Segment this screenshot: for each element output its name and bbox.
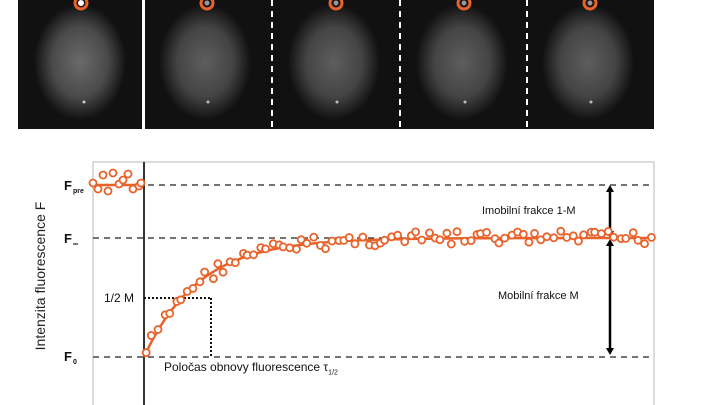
- data-point: [435, 235, 445, 245]
- data-point: [530, 228, 539, 238]
- data-point: [344, 233, 354, 242]
- data-point: [213, 259, 223, 269]
- data-point: [153, 325, 163, 334]
- data-point: [482, 227, 491, 237]
- data-point: [647, 232, 656, 242]
- data-point: [380, 235, 389, 245]
- half-m-label: 1/2 M: [104, 291, 135, 305]
- data-point: [141, 348, 151, 358]
- data-point: [292, 244, 301, 254]
- f-inf-label: F∞: [64, 231, 78, 248]
- bleach-roi-circle: [456, 0, 472, 11]
- data-point: [640, 239, 649, 249]
- data-point: [466, 236, 476, 246]
- data-point: [609, 232, 619, 242]
- data-point: [195, 277, 205, 287]
- data-point: [261, 244, 270, 254]
- data-point: [603, 226, 613, 236]
- data-point: [628, 228, 638, 238]
- data-point: [165, 308, 175, 318]
- data-point: [411, 227, 420, 237]
- y-axis-label: Intenzita fluorescence F: [32, 201, 48, 351]
- half-time-label: Poločas obnovy fluorescence τ1/2: [164, 360, 338, 377]
- mobile-fraction-label: Mobilní frakce M: [498, 290, 579, 302]
- f-zero-label: F0: [64, 349, 77, 366]
- data-point: [285, 243, 295, 253]
- data-point: [574, 236, 583, 246]
- bleach-roi-circle: [582, 0, 598, 11]
- data-point: [524, 237, 534, 247]
- data-point: [218, 267, 228, 277]
- data-point: [556, 226, 566, 236]
- data-point: [425, 228, 434, 238]
- immobile-fraction-label: Imobilní frakce 1-M: [482, 205, 576, 217]
- data-point: [309, 232, 319, 242]
- cell-image-series: [159, 0, 634, 129]
- data-point: [549, 233, 559, 243]
- data-point: [442, 228, 452, 238]
- data-point: [302, 238, 312, 248]
- cell-image: [34, 0, 126, 120]
- data-point: [400, 237, 410, 247]
- bleach-roi-circle: [199, 0, 215, 11]
- data-point: [542, 232, 552, 242]
- data-point: [446, 239, 456, 249]
- data-point: [176, 295, 186, 305]
- data-point: [393, 230, 403, 240]
- bleach-roi-circle: [328, 0, 344, 11]
- microscopy-panel-series: [145, 0, 654, 129]
- bleach-roi-circle: [73, 0, 89, 11]
- data-point: [327, 236, 337, 246]
- data-point: [597, 229, 606, 239]
- data-point: [358, 232, 368, 242]
- data-point: [518, 229, 528, 239]
- data-point: [249, 250, 258, 260]
- data-point: [188, 283, 198, 293]
- data-point: [633, 235, 643, 245]
- data-point: [621, 233, 631, 243]
- data-point: [452, 227, 462, 237]
- data-point: [350, 239, 360, 249]
- f-pre-label: Fpre: [64, 178, 84, 195]
- data-point: [200, 267, 210, 277]
- data-point: [500, 233, 510, 243]
- data-point: [579, 230, 588, 240]
- data-point: [209, 274, 218, 284]
- chart-frame: [92, 161, 655, 405]
- data-point: [417, 235, 427, 245]
- data-point: [146, 331, 156, 340]
- data-point: [494, 238, 504, 248]
- data-point: [568, 231, 578, 241]
- data-point: [321, 244, 330, 254]
- microscopy-panel-prebleach: [18, 0, 142, 129]
- data-point: [230, 258, 240, 268]
